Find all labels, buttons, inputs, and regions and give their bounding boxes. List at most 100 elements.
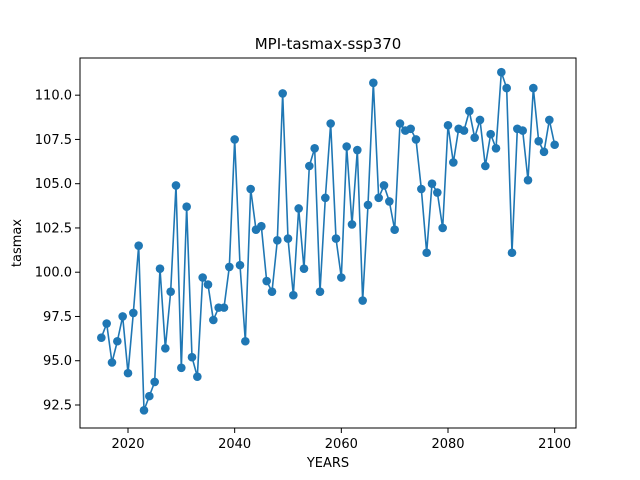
data-point xyxy=(369,78,378,88)
y-tick-label: 97.5 xyxy=(43,310,72,325)
data-point xyxy=(187,352,197,362)
data-point xyxy=(363,200,373,210)
data-point xyxy=(113,336,122,346)
data-point xyxy=(230,135,239,144)
data-point xyxy=(523,175,533,185)
data-point xyxy=(379,181,389,190)
data-point xyxy=(161,344,170,353)
data-point xyxy=(198,273,207,282)
data-point xyxy=(219,303,229,312)
y-tick-label: 102.5 xyxy=(35,221,72,236)
data-point xyxy=(411,135,421,144)
y-axis-label: tasmax xyxy=(10,219,25,267)
data-point xyxy=(417,184,426,194)
data-point xyxy=(353,145,362,155)
x-tick-label: 2080 xyxy=(431,437,464,452)
data-point xyxy=(246,184,255,194)
data-point xyxy=(358,296,367,305)
data-point xyxy=(97,333,106,343)
data-point xyxy=(150,377,159,387)
plot-area xyxy=(80,58,576,428)
x-tick-label: 2040 xyxy=(218,437,251,452)
data-point xyxy=(337,273,346,282)
data-point xyxy=(139,406,149,415)
x-axis-ticks: 2020 2040 2060 2080 2100 xyxy=(111,428,571,452)
data-point xyxy=(342,142,351,151)
data-point xyxy=(497,67,506,77)
series-layer xyxy=(97,67,559,415)
x-tick-label: 2060 xyxy=(325,437,358,452)
data-point xyxy=(267,287,277,296)
x-tick-label: 2100 xyxy=(538,437,571,452)
data-point xyxy=(203,280,213,289)
data-point xyxy=(209,315,218,325)
data-point xyxy=(374,193,383,203)
data-point xyxy=(507,248,517,258)
data-point xyxy=(235,260,245,270)
data-point xyxy=(395,119,405,128)
data-point xyxy=(225,262,234,272)
data-point xyxy=(262,276,271,286)
data-point xyxy=(166,287,175,296)
data-point xyxy=(315,287,325,296)
chart-title: MPI-tasmax-ssp370 xyxy=(255,35,402,53)
x-axis-label: YEARS xyxy=(306,456,349,471)
data-point xyxy=(443,120,453,130)
data-point xyxy=(321,193,330,203)
data-point xyxy=(433,188,442,197)
data-point xyxy=(326,119,335,128)
y-tick-label: 105.0 xyxy=(35,177,72,192)
data-point xyxy=(294,204,303,213)
data-point xyxy=(310,143,319,153)
data-point xyxy=(273,236,282,245)
plot-frame xyxy=(79,57,577,429)
data-point xyxy=(299,264,309,273)
x-tick-label: 2020 xyxy=(111,437,144,452)
data-point xyxy=(529,83,538,93)
data-point xyxy=(118,312,127,321)
data-point xyxy=(550,140,559,150)
y-axis-ticks: 92.5 95.0 97.5 100.0 102.5 105.0 107.5 110.0 xyxy=(35,89,80,413)
data-point xyxy=(449,158,458,167)
data-point xyxy=(123,368,133,378)
y-tick-label: 110.0 xyxy=(35,89,72,104)
data-point xyxy=(481,161,490,171)
data-point xyxy=(278,89,287,98)
data-point xyxy=(331,234,341,243)
data-point xyxy=(171,181,181,190)
data-point xyxy=(289,290,298,300)
y-tick-label: 100.0 xyxy=(35,266,72,281)
data-point xyxy=(241,336,250,346)
data-point xyxy=(385,197,394,206)
data-point xyxy=(182,202,191,212)
data-point xyxy=(177,363,186,373)
data-point xyxy=(145,391,154,401)
data-point xyxy=(518,126,527,135)
y-tick-label: 92.5 xyxy=(43,398,72,413)
data-point xyxy=(459,126,469,135)
y-tick-label: 95.0 xyxy=(43,354,72,369)
data-point xyxy=(134,241,143,250)
y-tick-label: 107.5 xyxy=(35,133,72,148)
data-point xyxy=(470,133,479,142)
data-point xyxy=(129,308,138,318)
data-point xyxy=(491,143,501,153)
data-point xyxy=(465,106,474,116)
data-point xyxy=(545,115,554,125)
data-point xyxy=(257,221,266,231)
data-point xyxy=(475,115,485,125)
data-point xyxy=(347,220,357,229)
data-point xyxy=(390,225,399,235)
data-point xyxy=(486,129,495,139)
data-point xyxy=(107,358,117,367)
data-point xyxy=(534,136,543,146)
data-point xyxy=(539,147,549,157)
data-point xyxy=(422,248,431,258)
data-point xyxy=(193,372,202,381)
data-point xyxy=(155,264,165,273)
data-point xyxy=(305,161,314,171)
data-point xyxy=(502,83,511,93)
data-point xyxy=(427,179,437,188)
data-point xyxy=(102,319,111,328)
